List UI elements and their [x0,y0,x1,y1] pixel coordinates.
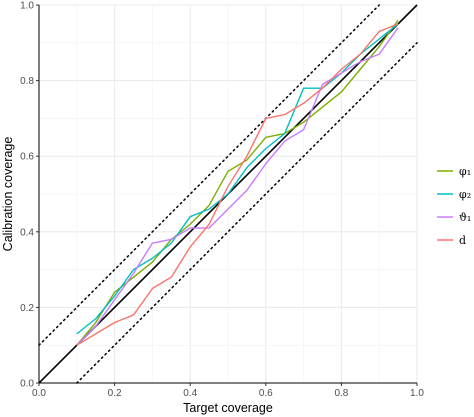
legend-label: ϑ₁ [459,211,471,224]
x-axis-title: Target coverage [183,401,273,415]
legend-label: d [459,234,466,247]
series-line [76,23,399,335]
legend-label: φ₂ [459,188,471,201]
series-line [76,23,399,346]
y-tick-label: 1.0 [20,1,34,12]
x-tick-label: 0.2 [108,388,122,399]
y-axis-title: Calibration coverage [1,137,15,252]
y-ticks: 0.0 0.2 0.4 0.6 0.8 1.0 [20,1,39,390]
legend-label: φ₁ [459,165,471,178]
y-tick-label: 0.0 [20,379,34,390]
tolerance-dotted-line [38,4,380,346]
x-ticks: 0.0 0.2 0.4 0.6 0.8 1.0 [32,383,424,399]
series-lines [76,19,399,346]
series-line [76,19,399,346]
series-line [76,27,399,346]
x-tick-label: 0.8 [334,388,348,399]
x-tick-label: 0.4 [183,388,197,399]
y-tick-label: 0.6 [20,152,34,163]
y-tick-label: 0.8 [20,76,34,87]
x-tick-label: 0.6 [259,388,273,399]
y-tick-label: 0.2 [20,303,34,314]
x-tick-label: 0.0 [32,388,46,399]
legend: φ₁ φ₂ ϑ₁ d [437,165,471,247]
x-tick-label: 1.0 [410,388,424,399]
y-tick-label: 0.4 [20,227,34,238]
tolerance-dotted-line [76,42,418,384]
